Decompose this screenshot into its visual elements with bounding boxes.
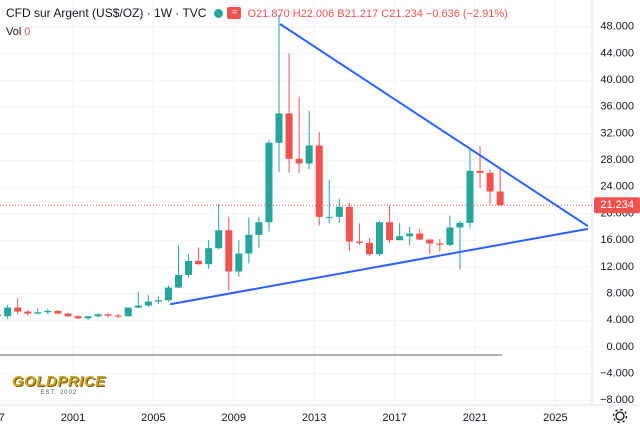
candle-body — [195, 260, 203, 265]
candle-body — [355, 241, 363, 243]
candle-body — [325, 216, 333, 218]
candle-body — [365, 242, 373, 255]
x-tick-label: 97 — [0, 412, 5, 424]
candle-body — [486, 172, 494, 192]
legend-header: CFD sur Argent (US$/OZ) · 1W · TVC ≈ O21… — [6, 6, 508, 20]
candle-body — [496, 191, 504, 206]
x-tick-label: 2017 — [382, 412, 406, 424]
candle-body — [446, 227, 454, 245]
market-status-icon — [214, 8, 224, 18]
x-tick-label: 2005 — [141, 412, 165, 424]
volume-legend: Vol 0 — [6, 26, 30, 38]
volume-value: 0 — [24, 26, 31, 38]
y-tick-label: 16.000 — [600, 234, 634, 246]
candle-body — [64, 313, 72, 317]
candle-body — [144, 301, 152, 306]
ohlc-values: O21.870 H22.006 B21.217 C21.234 −0.636 (−2.9… — [245, 6, 507, 20]
y-tick-label: 8.000 — [606, 287, 634, 299]
ohlc-value: −0.636 (−2.91%) — [425, 8, 508, 20]
y-tick-label: 40.000 — [600, 74, 634, 86]
candle-body — [345, 206, 353, 242]
candle-body — [54, 310, 62, 314]
candle-body — [235, 253, 243, 272]
y-tick-label: 24.000 — [600, 181, 634, 193]
symbol-title[interactable]: CFD sur Argent (US$/OZ) · 1W · TVC — [6, 6, 207, 20]
y-tick-label: 48.000 — [600, 21, 634, 33]
candle-body — [295, 158, 303, 164]
candle-body — [245, 234, 253, 254]
candle-body — [124, 307, 132, 317]
y-tick-label: 0.000 — [606, 341, 634, 353]
logo-tagline: EST. 2002 — [40, 390, 78, 396]
candle-body — [14, 307, 22, 312]
candle-body — [114, 315, 122, 317]
y-tick-label: 44.000 — [600, 47, 634, 59]
grid — [0, 0, 592, 405]
candle-body — [44, 310, 52, 313]
candle-body — [205, 248, 213, 265]
trendline — [169, 227, 589, 306]
ohlc-value: B21.217 — [337, 8, 379, 20]
candle-body — [416, 233, 424, 240]
x-tick-label: 2001 — [61, 412, 85, 424]
candle-body — [305, 145, 313, 164]
candle-body — [74, 316, 82, 319]
logo: GOLDPRICE EST. 2002 — [12, 373, 106, 396]
candle-body — [406, 233, 414, 237]
candle-body — [285, 113, 293, 159]
candle-body — [24, 311, 32, 314]
candle-body — [225, 230, 233, 272]
candle-body — [4, 307, 12, 317]
last-price-box — [594, 197, 640, 214]
y-tick-label: −8.000 — [600, 394, 634, 406]
trendline — [279, 23, 589, 228]
candle-body — [426, 239, 434, 244]
candle-body — [185, 260, 193, 275]
x-tick-label: 2013 — [302, 412, 326, 424]
candle-body — [154, 300, 162, 302]
y-tick-label: −4.000 — [600, 368, 634, 380]
y-tick-label: 28.000 — [600, 154, 634, 166]
logo-name: GOLDPRICE — [12, 373, 106, 390]
candle-body — [164, 287, 172, 301]
ohlc-value: C21.234 — [381, 8, 423, 20]
candle-body — [466, 170, 474, 223]
candle-body — [174, 274, 183, 288]
candle-body — [104, 314, 112, 316]
candle-body — [215, 230, 223, 249]
ohlc-value: O21.870 — [247, 8, 290, 20]
candle-body — [134, 305, 142, 308]
y-tick-label: 12.000 — [600, 261, 634, 273]
candle-body — [335, 206, 343, 217]
candle-body — [265, 142, 273, 223]
candle-body — [386, 222, 394, 241]
candle-body — [94, 314, 102, 317]
candle-body — [436, 243, 444, 245]
x-tick-label: 2009 — [222, 412, 246, 424]
candle-body — [315, 145, 323, 217]
y-tick-label: 36.000 — [600, 101, 634, 113]
candle-body — [0, 314, 2, 317]
y-tick-label: 4.000 — [606, 314, 634, 326]
settings-icon[interactable] — [612, 408, 628, 424]
candle-body — [476, 170, 484, 173]
volume-label: Vol — [6, 26, 22, 38]
ohlc-value: H22.006 — [292, 8, 335, 20]
x-tick-label: 2025 — [543, 412, 567, 424]
candle-body — [84, 316, 92, 319]
candle-body — [456, 222, 464, 228]
candle-body — [34, 312, 42, 314]
x-tick-label: 2021 — [463, 412, 487, 424]
data-icon: ≈ — [227, 7, 242, 19]
candle-body — [376, 222, 384, 255]
candle-body — [275, 113, 283, 143]
candle-body — [396, 236, 404, 241]
y-tick-label: 32.000 — [600, 127, 634, 139]
candle-body — [255, 222, 263, 235]
last-price-label: 21.234 — [600, 199, 634, 211]
